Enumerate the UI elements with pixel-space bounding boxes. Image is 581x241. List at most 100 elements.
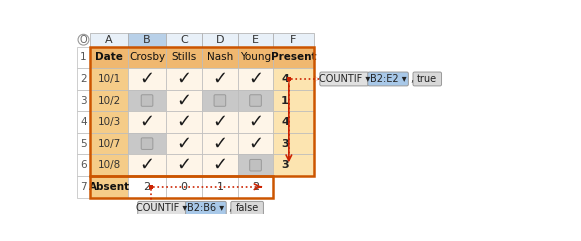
Text: true: true (417, 74, 437, 84)
Circle shape (78, 34, 89, 45)
Text: ✓: ✓ (212, 113, 227, 131)
Bar (77, 154, 91, 176)
Text: ✓: ✓ (248, 113, 263, 131)
Bar (273, 33, 314, 47)
Bar (202, 68, 238, 90)
Bar (128, 68, 166, 90)
Bar (202, 33, 238, 47)
Bar (238, 111, 273, 133)
Bar (202, 90, 238, 111)
Bar (77, 90, 91, 111)
FancyBboxPatch shape (141, 138, 153, 149)
Bar (77, 68, 91, 90)
Text: ✓: ✓ (248, 135, 263, 153)
Bar (202, 176, 238, 198)
Text: ✓: ✓ (212, 156, 227, 174)
Text: A: A (105, 35, 113, 45)
Bar (77, 47, 91, 68)
FancyBboxPatch shape (368, 72, 408, 86)
Text: Present: Present (271, 52, 316, 62)
Text: ,: , (228, 203, 231, 213)
Bar (166, 154, 202, 176)
Bar (202, 47, 238, 68)
Bar (202, 111, 238, 133)
Bar (128, 111, 166, 133)
Bar (166, 111, 202, 133)
Bar (166, 33, 202, 47)
Text: 3: 3 (281, 139, 289, 149)
Text: ✓: ✓ (177, 156, 192, 174)
Text: 10/2: 10/2 (98, 95, 121, 106)
Bar (128, 154, 166, 176)
FancyBboxPatch shape (320, 72, 368, 86)
FancyBboxPatch shape (141, 95, 153, 106)
Text: 6: 6 (80, 160, 87, 170)
Text: E: E (252, 35, 259, 45)
Bar (166, 90, 202, 111)
Text: COUNTIF ▾: COUNTIF ▾ (137, 203, 188, 213)
Text: Young: Young (240, 52, 271, 62)
Text: 5: 5 (80, 139, 87, 149)
Text: 2: 2 (252, 182, 259, 192)
Bar (91, 176, 128, 198)
Bar (91, 133, 128, 154)
Text: ✓: ✓ (139, 113, 155, 131)
Bar (238, 154, 273, 176)
Text: 10/8: 10/8 (98, 160, 121, 170)
Bar (273, 90, 314, 111)
Bar (128, 176, 166, 198)
Bar (77, 176, 91, 198)
Bar (238, 68, 273, 90)
Text: Crosby: Crosby (129, 52, 165, 62)
Bar (149, 185, 153, 189)
Text: ✓: ✓ (139, 70, 155, 88)
Text: F: F (290, 35, 297, 45)
Text: 1: 1 (80, 52, 87, 62)
Text: 10/3: 10/3 (98, 117, 121, 127)
Text: 3: 3 (80, 95, 87, 106)
Bar (166, 68, 202, 90)
Text: B: B (143, 35, 151, 45)
Bar (287, 77, 291, 81)
Text: ,: , (410, 74, 413, 84)
Bar (166, 47, 202, 68)
Bar (166, 176, 202, 198)
Text: ✓: ✓ (139, 156, 155, 174)
Text: B2:E2 ▾: B2:E2 ▾ (370, 74, 406, 84)
FancyBboxPatch shape (185, 201, 226, 215)
FancyBboxPatch shape (138, 201, 187, 215)
Text: B2:B6 ▾: B2:B6 ▾ (187, 203, 224, 213)
Text: 1: 1 (281, 95, 289, 106)
Bar (273, 133, 314, 154)
Bar (128, 47, 166, 68)
Text: Absent: Absent (88, 182, 130, 192)
Bar (91, 47, 314, 176)
Text: 4: 4 (281, 74, 289, 84)
Bar (128, 33, 166, 47)
Bar (91, 33, 128, 47)
Bar (238, 90, 273, 111)
Text: false: false (235, 203, 259, 213)
Text: ✓: ✓ (212, 70, 227, 88)
FancyBboxPatch shape (250, 160, 261, 171)
Bar (273, 154, 314, 176)
Bar (273, 111, 314, 133)
Text: ✓: ✓ (177, 113, 192, 131)
Text: C: C (180, 35, 188, 45)
Text: ✓: ✓ (212, 135, 227, 153)
Bar (273, 47, 314, 68)
Bar (238, 176, 273, 198)
Text: ✓: ✓ (177, 135, 192, 153)
Bar (77, 133, 91, 154)
Text: ✓: ✓ (177, 70, 192, 88)
Bar (273, 68, 314, 90)
Bar (91, 47, 128, 68)
Bar (91, 68, 128, 90)
Bar (128, 90, 166, 111)
Text: 4: 4 (281, 117, 289, 127)
Text: 2: 2 (80, 74, 87, 84)
Bar (91, 154, 128, 176)
Bar (128, 133, 166, 154)
Text: 1: 1 (216, 182, 223, 192)
Text: 10/1: 10/1 (98, 74, 121, 84)
